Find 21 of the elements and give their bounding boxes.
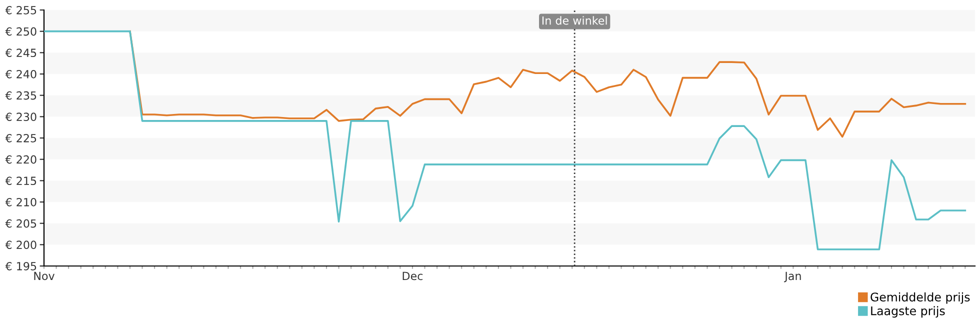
y-tick-label: € 240	[5, 70, 36, 78]
y-tick-label: € 210	[5, 198, 36, 206]
y-tick-label: € 205	[5, 219, 36, 228]
legend-label: Gemiddelde prijs	[870, 292, 970, 304]
y-tick-label: € 215	[5, 176, 36, 186]
line-series	[129, 30, 966, 138]
y-tick-label: € 245	[5, 48, 36, 58]
legend-label: Laagste prijs	[871, 306, 945, 318]
y-tick-label: € 230	[5, 112, 36, 122]
y-tick-label: € 195	[5, 262, 36, 270]
line-series	[44, 30, 966, 250]
x-tick-label: Nov	[34, 272, 55, 280]
x-tick-label: Jan	[784, 272, 801, 282]
y-tick-label: € 220	[5, 155, 36, 164]
annotation: In de winkel	[542, 16, 607, 25]
y-tick-label: € 200	[5, 240, 36, 250]
y-tick-label: € 250	[5, 27, 36, 36]
y-tick-label: € 255	[5, 6, 36, 14]
y-tick-label: € 225	[5, 134, 36, 142]
x-tick-label: Dec	[402, 272, 423, 280]
y-tick-label: € 235	[5, 91, 36, 100]
